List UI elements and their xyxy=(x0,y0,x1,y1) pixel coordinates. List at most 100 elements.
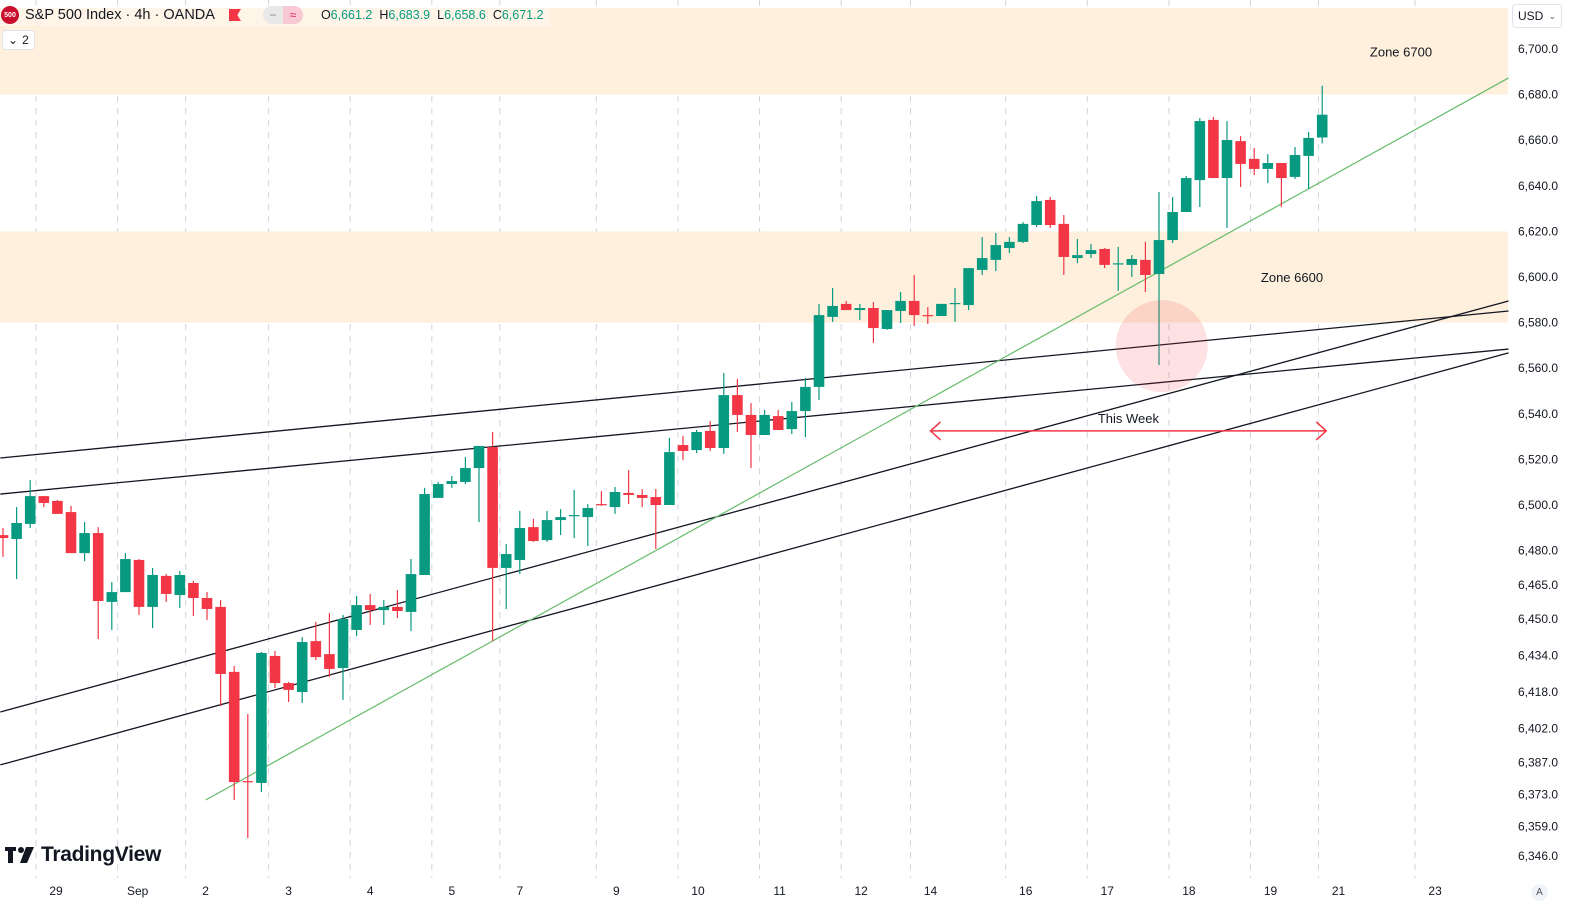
price-tick-label: 6,580.0 xyxy=(1518,316,1558,330)
price-tick-label: 6,680.0 xyxy=(1518,88,1558,102)
candle-down xyxy=(623,492,634,495)
time-tick-label: 12 xyxy=(854,884,868,898)
candle-up xyxy=(949,302,961,305)
low-value: 6,658.6 xyxy=(444,8,486,22)
annotations[interactable]: This Week xyxy=(929,300,1328,441)
candle-up xyxy=(296,642,308,692)
candle-up xyxy=(1289,155,1301,177)
black-trendline[interactable] xyxy=(0,300,1509,713)
candle-down xyxy=(392,606,403,612)
time-tick-label: 29 xyxy=(49,884,63,898)
candle-up xyxy=(1180,178,1192,213)
candle-up xyxy=(446,481,458,485)
candle-up xyxy=(582,507,594,518)
candle-down xyxy=(1058,223,1070,257)
candle-up xyxy=(500,554,512,568)
candle-down xyxy=(528,527,539,542)
price-tick-label: 6,387.0 xyxy=(1518,756,1558,770)
time-tick-label: 23 xyxy=(1428,884,1442,898)
candle-down xyxy=(487,447,498,568)
candle-up xyxy=(174,574,186,596)
black-trendline[interactable] xyxy=(0,310,1509,459)
candle-down xyxy=(1044,199,1056,226)
price-tick-label: 6,402.0 xyxy=(1518,721,1558,735)
time-tick-label: 2 xyxy=(202,884,209,898)
candle-up xyxy=(555,517,566,521)
candle-up xyxy=(813,315,825,387)
candle-down xyxy=(52,500,63,514)
candle-down xyxy=(160,575,172,594)
tradingview-mark-icon xyxy=(5,847,34,863)
minus-icon[interactable]: − xyxy=(262,6,283,24)
ohlc-values: O6,661.2 H6,683.9 L6,658.6 C6,671.2 xyxy=(321,8,544,22)
time-tick-label: 14 xyxy=(924,884,938,898)
auto-scale-button[interactable]: A xyxy=(1531,884,1548,901)
candle-down xyxy=(650,497,662,505)
candle-down xyxy=(596,504,607,506)
candle-down xyxy=(269,655,281,684)
candle-down xyxy=(242,781,254,783)
price-tick-label: 6,520.0 xyxy=(1518,452,1558,466)
candle-up xyxy=(473,445,485,469)
flag-icon[interactable] xyxy=(228,9,241,21)
time-tick-label: 19 xyxy=(1264,884,1278,898)
zone-band xyxy=(0,231,1508,323)
indicator-count: 2 xyxy=(22,33,29,47)
candle-up xyxy=(11,523,22,539)
candle-up xyxy=(419,494,430,575)
candle-up xyxy=(1072,255,1083,259)
candle-up xyxy=(963,268,974,306)
time-tick-label: 16 xyxy=(1019,884,1033,898)
time-tick-label: 10 xyxy=(691,884,705,898)
candle-down xyxy=(133,559,145,607)
candle-down xyxy=(745,414,757,436)
candle-up xyxy=(1031,201,1042,226)
currency-select[interactable]: USD ⌄ xyxy=(1512,4,1562,28)
symbol-header: 500 S&P 500 Index · 4h · OANDA − ≈ O6,66… xyxy=(0,4,550,26)
chevron-down-icon: ⌄ xyxy=(1548,10,1556,21)
indicators-toggle-button[interactable]: ⌄ 2 xyxy=(2,30,35,50)
candle-up xyxy=(786,411,798,430)
candle-down xyxy=(92,533,104,601)
price-tick-label: 6,346.0 xyxy=(1518,849,1558,863)
candle-up xyxy=(691,432,702,451)
price-tick-label: 6,418.0 xyxy=(1518,685,1558,699)
candle-up xyxy=(895,300,906,311)
time-tick-label: 4 xyxy=(367,884,374,898)
candle-down xyxy=(215,606,226,674)
arrow-left-icon xyxy=(929,421,942,441)
candle-up xyxy=(1167,212,1178,241)
currency-label: USD xyxy=(1518,9,1544,23)
candle-up xyxy=(432,484,444,498)
candle-up xyxy=(405,574,417,612)
green-trendline[interactable] xyxy=(205,77,1509,801)
tradingview-logo[interactable]: TradingView xyxy=(5,843,161,867)
price-axis[interactable]: 6,700.0 6,680.0 6,660.0 6,640.0 6,620.0 6,600… xyxy=(1510,0,1579,909)
candle-up xyxy=(990,245,1002,260)
candle-up xyxy=(79,533,90,554)
mode-pill[interactable]: − ≈ xyxy=(262,6,303,24)
chevron-down-icon: ⌄ xyxy=(8,33,19,47)
black-trendline[interactable] xyxy=(0,352,1509,766)
approx-icon[interactable]: ≈ xyxy=(282,6,303,24)
candle-up xyxy=(936,303,947,316)
candle-up xyxy=(378,606,390,611)
candle-down xyxy=(1248,158,1260,169)
time-axis[interactable]: 29 Sep 2 3 4 5 7 9 10 11 12 14 16 17 18 19 21 23 xyxy=(49,884,1442,898)
candle-up xyxy=(1126,258,1138,265)
candle-up xyxy=(337,619,349,669)
open-value: 6,661.2 xyxy=(330,8,373,22)
highlight-circle[interactable] xyxy=(1115,300,1208,393)
price-tick-label: 6,660.0 xyxy=(1518,133,1558,147)
candle-up xyxy=(1194,121,1206,181)
zones: Zone 6700 Zone 6600 xyxy=(0,8,1508,323)
zone-label: Zone 6600 xyxy=(1261,270,1323,285)
candle-up xyxy=(351,605,362,630)
time-tick-label: 17 xyxy=(1101,884,1115,898)
symbol-title[interactable]: S&P 500 Index · 4h · OANDA xyxy=(25,7,215,23)
candle-down xyxy=(1235,141,1246,164)
trendlines[interactable] xyxy=(0,77,1509,801)
time-tick-label: 7 xyxy=(516,884,523,898)
high-value: 6,683.9 xyxy=(388,8,431,22)
